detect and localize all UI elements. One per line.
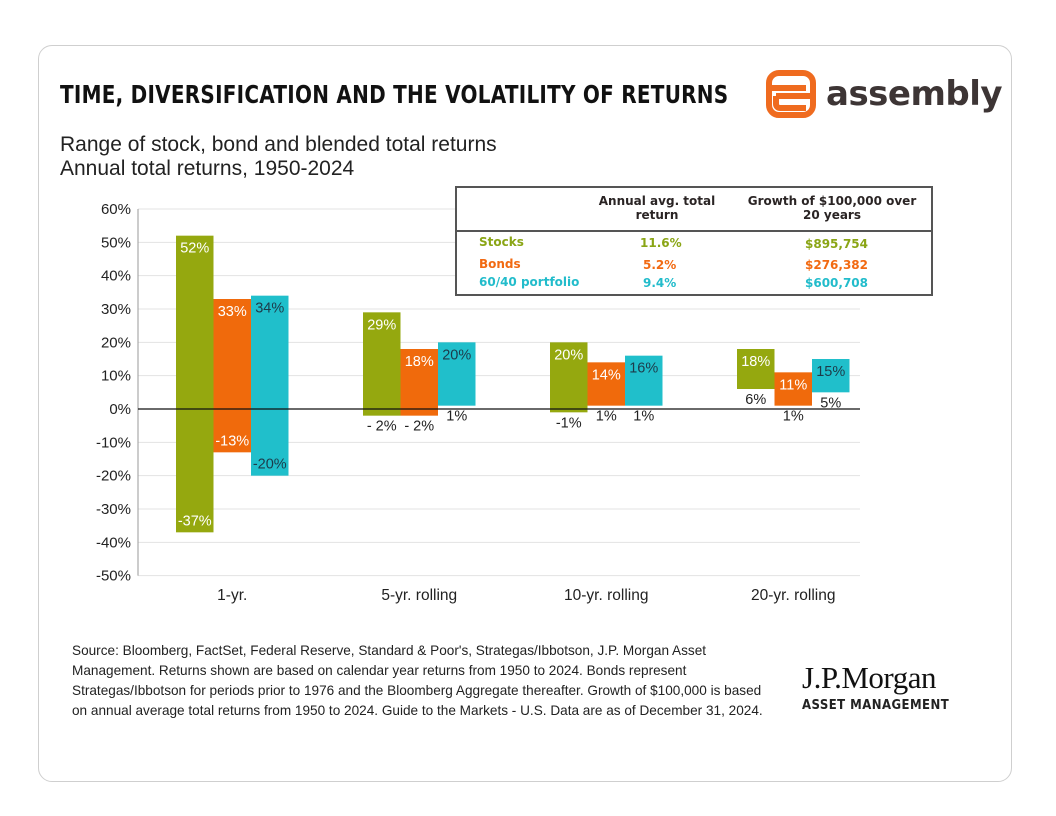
data-label-high: 15%: [816, 364, 845, 380]
x-tick-label: 10-yr. rolling: [564, 587, 648, 604]
assembly-logo-icon: [766, 70, 816, 118]
y-tick-label: -50%: [96, 568, 131, 585]
jpmorgan-name: J.P.Morgan: [802, 660, 936, 695]
data-label-low: -1%: [556, 415, 582, 431]
bar-bonds: [213, 299, 251, 453]
data-label-low: 1%: [596, 409, 617, 425]
row-growth: $895,754: [805, 237, 869, 251]
data-label-high: 29%: [367, 317, 396, 333]
data-label-high: 11%: [779, 377, 807, 393]
jpmorgan-subtitle: ASSET MANAGEMENT: [802, 698, 950, 713]
y-tick-label: 30%: [101, 301, 131, 318]
row-avg: 11.6%: [640, 236, 682, 250]
data-label-low: -37%: [178, 513, 212, 529]
row-growth: $600,708: [805, 276, 869, 290]
jpmorgan-logo: J.P.Morgan ASSET MANAGEMENT: [802, 660, 966, 713]
source-note: Source: Bloomberg, FactSet, Federal Rese…: [72, 643, 763, 718]
x-tick-label: 20-yr. rolling: [751, 587, 835, 604]
y-tick-label: 50%: [101, 234, 131, 251]
assembly-logo: assembly: [766, 70, 1003, 118]
data-label-low: 6%: [745, 392, 766, 408]
y-tick-label: -40%: [96, 534, 131, 551]
data-label-high: 20%: [554, 347, 583, 363]
data-label-low: 1%: [446, 409, 467, 425]
row-avg: 5.2%: [643, 258, 677, 272]
summary-table: Annual avg. total return Growth of $100,…: [455, 186, 933, 296]
bar-60-40-portfolio: [438, 342, 476, 406]
data-label-high: 52%: [180, 241, 209, 257]
bar-bonds: [587, 362, 625, 406]
y-tick-label: -10%: [96, 434, 131, 451]
y-tick-label: 20%: [101, 334, 131, 351]
row-label: Bonds: [479, 257, 521, 271]
data-label-low: 1%: [633, 409, 654, 425]
data-label-high: 18%: [405, 354, 434, 370]
data-label-high: 20%: [442, 347, 471, 363]
bar-stocks: [363, 312, 401, 416]
bar-bonds: [774, 372, 812, 406]
y-tick-label: -20%: [96, 468, 131, 485]
bar-stocks: [176, 235, 214, 533]
row-avg: 9.4%: [643, 276, 677, 290]
header-annual-avg: Annual avg. total return: [598, 194, 716, 222]
data-label-low: - 2%: [367, 419, 397, 435]
assembly-logo-text: assembly: [826, 74, 1003, 114]
subtitle: Range of stock, bond and blended total r…: [60, 133, 497, 181]
data-label-high: 34%: [255, 301, 284, 317]
bar-60-40-portfolio: [812, 359, 850, 393]
y-tick-label: 60%: [101, 201, 131, 218]
table-divider: [457, 230, 931, 232]
x-tick-label: 1-yr.: [217, 587, 247, 604]
subtitle-line-2: Annual total returns, 1950-2024: [60, 157, 355, 180]
header-growth-line-1: Growth of $100,000 over: [747, 194, 917, 208]
x-tick-label: 5-yr. rolling: [381, 587, 457, 604]
row-label: Stocks: [479, 235, 524, 249]
bar-bonds: [400, 349, 438, 416]
data-label-high: 14%: [592, 367, 621, 383]
page-title: TIME, DIVERSIFICATION AND THE VOLATILITY…: [60, 80, 729, 109]
y-tick-label: -30%: [96, 501, 131, 518]
header-growth-line-2: 20 years: [803, 208, 861, 222]
data-label-low: -20%: [253, 457, 287, 473]
data-label-high: 16%: [629, 361, 658, 377]
row-label: 60/40 portfolio: [479, 275, 580, 289]
bar-stocks: [737, 349, 775, 389]
data-label-low: - 2%: [404, 419, 434, 435]
row-growth: $276,382: [805, 258, 869, 272]
data-label-high: 33%: [218, 304, 247, 320]
header-growth: Growth of $100,000 over 20 years: [737, 194, 927, 222]
range-bar-chart: 60% 50% 40% 30% 20% 10% 0% -10% -20% -30% -40% -50%…: [96, 201, 860, 604]
y-tick-label: 40%: [101, 268, 131, 285]
subtitle-line-1: Range of stock, bond and blended total r…: [60, 133, 497, 156]
y-tick-label: 0%: [109, 401, 131, 418]
data-label-low: 1%: [783, 409, 804, 425]
y-tick-label: 10%: [101, 368, 131, 385]
bar-stocks: [550, 342, 588, 413]
bar-60-40-portfolio: [251, 295, 289, 476]
data-label-high: 18%: [741, 354, 770, 370]
bar-60-40-portfolio: [625, 355, 663, 406]
data-label-low: -13%: [215, 433, 249, 449]
data-label-low: 5%: [820, 395, 841, 411]
